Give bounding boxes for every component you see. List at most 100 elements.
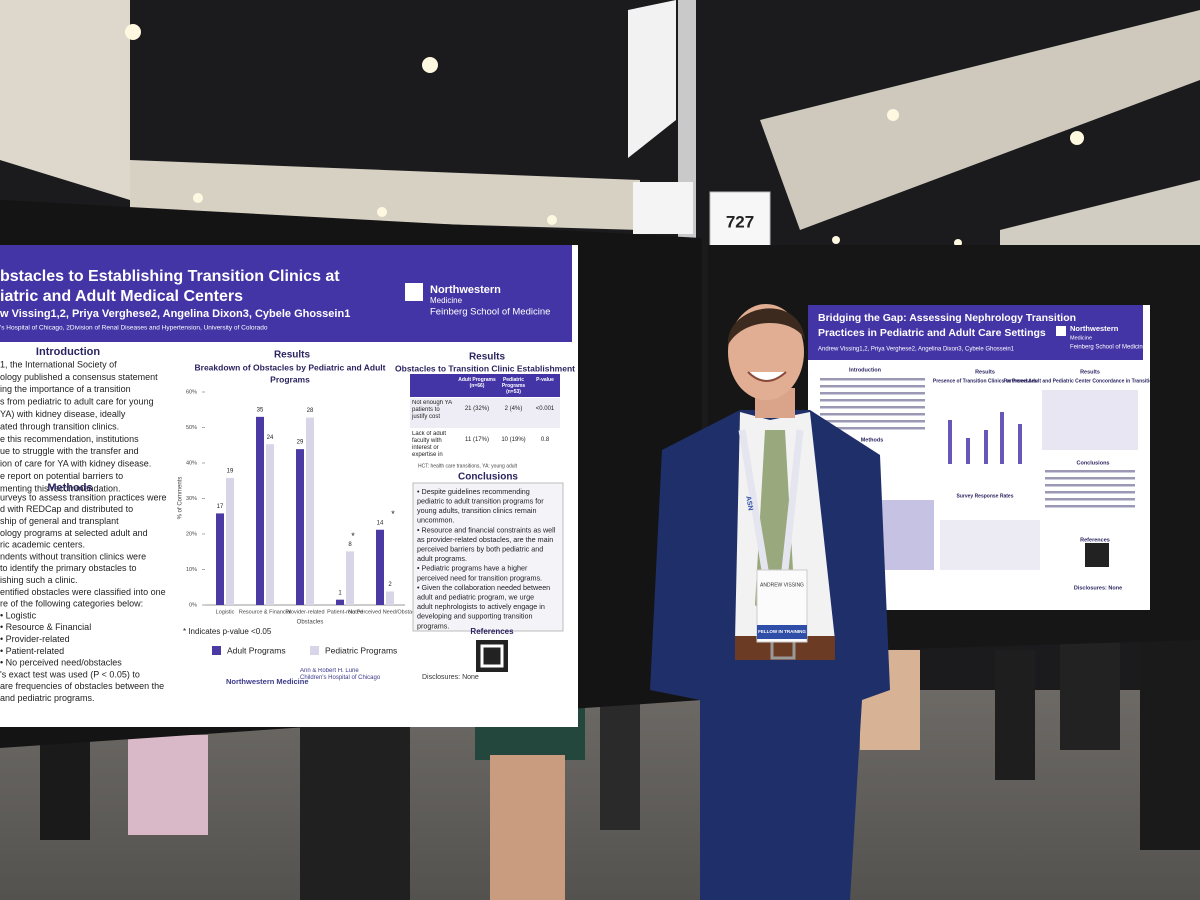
table-cell-text: <0.001 [535,406,555,412]
table-cell: 10 (19%) [501,437,525,443]
x-tick-label: Logistic [216,609,235,615]
body-text: perceived need for transition programs. [417,573,542,582]
significance-mark: * [351,531,355,541]
poster-header [808,305,1143,360]
text-placeholder [1045,470,1135,473]
wall [130,160,640,230]
text-placeholder [820,420,925,423]
y-tick-label: 10% [186,567,197,573]
y-tick-label: 20% [186,531,197,537]
body-text: uncommon. [417,516,455,525]
section-heading: Disclosures: None [1074,585,1122,591]
y-tick-label: 60% [186,389,197,395]
text-placeholder [820,378,925,381]
text-placeholder [1045,505,1135,508]
data-label: 2 [388,582,392,588]
table-header [410,374,560,397]
body-text: ology programs at selected adult and [0,528,148,538]
y-tick-label: 0% [189,602,197,608]
body-text: are frequencies of obstacles between the [0,681,164,691]
section-heading: Introduction [36,346,100,358]
logo-mark [1056,326,1066,336]
y-axis-label: % of Comments [178,477,184,520]
body-text: ated through transition clinics. [0,421,119,431]
legend-label: Pediatric Programs [325,645,397,655]
poster-header [0,245,572,342]
data-label: 19 [227,468,234,474]
table-cell-text: 2 (4%) [504,406,523,412]
right-poster-content: Bridging the Gap: Assessing Nephrology T… [808,305,1150,591]
poster-table [1042,390,1138,450]
bar [296,449,304,605]
significance-mark: * [391,509,395,519]
legend-swatch [212,646,221,655]
text-placeholder [820,385,925,388]
text-placeholder [1045,498,1135,501]
text-placeholder [820,406,925,409]
x-tick-label: Provider-related [285,609,324,615]
data-label: 24 [267,435,274,441]
body-text: • Despite guidelines recommending [417,487,530,496]
body-text: • Resource & Financial [0,622,91,632]
section-heading: References [1080,537,1110,543]
chart-title: Breakdown of Obstacles by Pediatric and … [195,362,386,372]
body-text: ology published a consensus statement [0,372,158,382]
bar [306,417,314,605]
badge-name: ANDREW VISSING [760,582,804,588]
body-text: developing and supporting transition [417,612,532,621]
bar [266,444,274,605]
wall [1000,180,1200,260]
body-text: • Pediatric programs have a higher [417,564,528,573]
section-heading: Presence of Transition Clinics or Proces… [933,378,1037,384]
body-text: adult programs. [417,554,467,563]
body-text: 's exact test was used (P < 0.05) to [0,669,140,679]
data-label: 14 [377,520,384,526]
poster-mini-bars [948,412,1022,464]
ceiling-lights [125,24,1084,247]
body-text: YA) with kidney disease, ideally [0,409,126,419]
text-placeholder [820,392,925,395]
body-text: urveys to assess transition practices we… [0,492,167,502]
logo-text: Northwestern [1070,324,1119,333]
table-cell: 0.8 [541,437,549,443]
table-row [410,429,560,459]
body-text: • Provider-related [0,634,70,644]
table-cell: 11 (17%) [465,437,489,443]
table-title: Obstacles to Transition Clinic Establish… [395,363,575,373]
poster-title: Practices in Pediatric and Adult Care Se… [818,327,1046,339]
table-header-text: P-value [536,377,554,383]
data-label: 17 [217,504,224,510]
body-text: ric academic centers. [0,540,85,550]
x-tick-label: Patient-related [327,609,363,615]
data-label: 29 [297,440,304,446]
table-cell: Lack of adult faculty with interest or e… [412,431,447,458]
bar [256,416,264,605]
body-text: young adults, transition clinics remain [417,506,536,515]
table-cell: 2 (4%) [504,406,523,412]
bar [226,477,234,605]
qr-code [1085,543,1109,567]
body-text: pediatric to adult transition programs f… [417,497,544,506]
poster-authors: Andrew Vissing1,2, Priya Verghese2, Ange… [818,347,1015,353]
body-text: d with REDCap and distributed to [0,504,133,514]
wall [0,0,130,200]
poster-title: iatric and Adult Medical Centers [0,288,243,305]
section-heading: Conclusions [1076,460,1109,466]
background-people [40,640,1200,900]
body-text: • No perceived need/obstacles [0,658,122,668]
table-cell: Not enough YA patients to justify cost [412,400,452,420]
ceiling-beam [760,10,1200,230]
body-text: and pediatric programs. [0,693,95,703]
x-axis-label: Obstacles [297,620,324,626]
section-heading: Results [975,369,995,375]
chart-title: Programs [270,374,310,384]
text-placeholder [1045,484,1135,487]
sign-card [633,182,693,234]
table-cell-text: Lack of adult faculty with interest or e… [412,431,447,458]
logo-mark [405,283,423,301]
poster-table [940,520,1040,570]
logo-text: Medicine [1070,335,1092,341]
bar [216,513,224,605]
body-text: • Patient-related [0,646,64,656]
body-text: ndents without transition clinics were [0,551,146,561]
